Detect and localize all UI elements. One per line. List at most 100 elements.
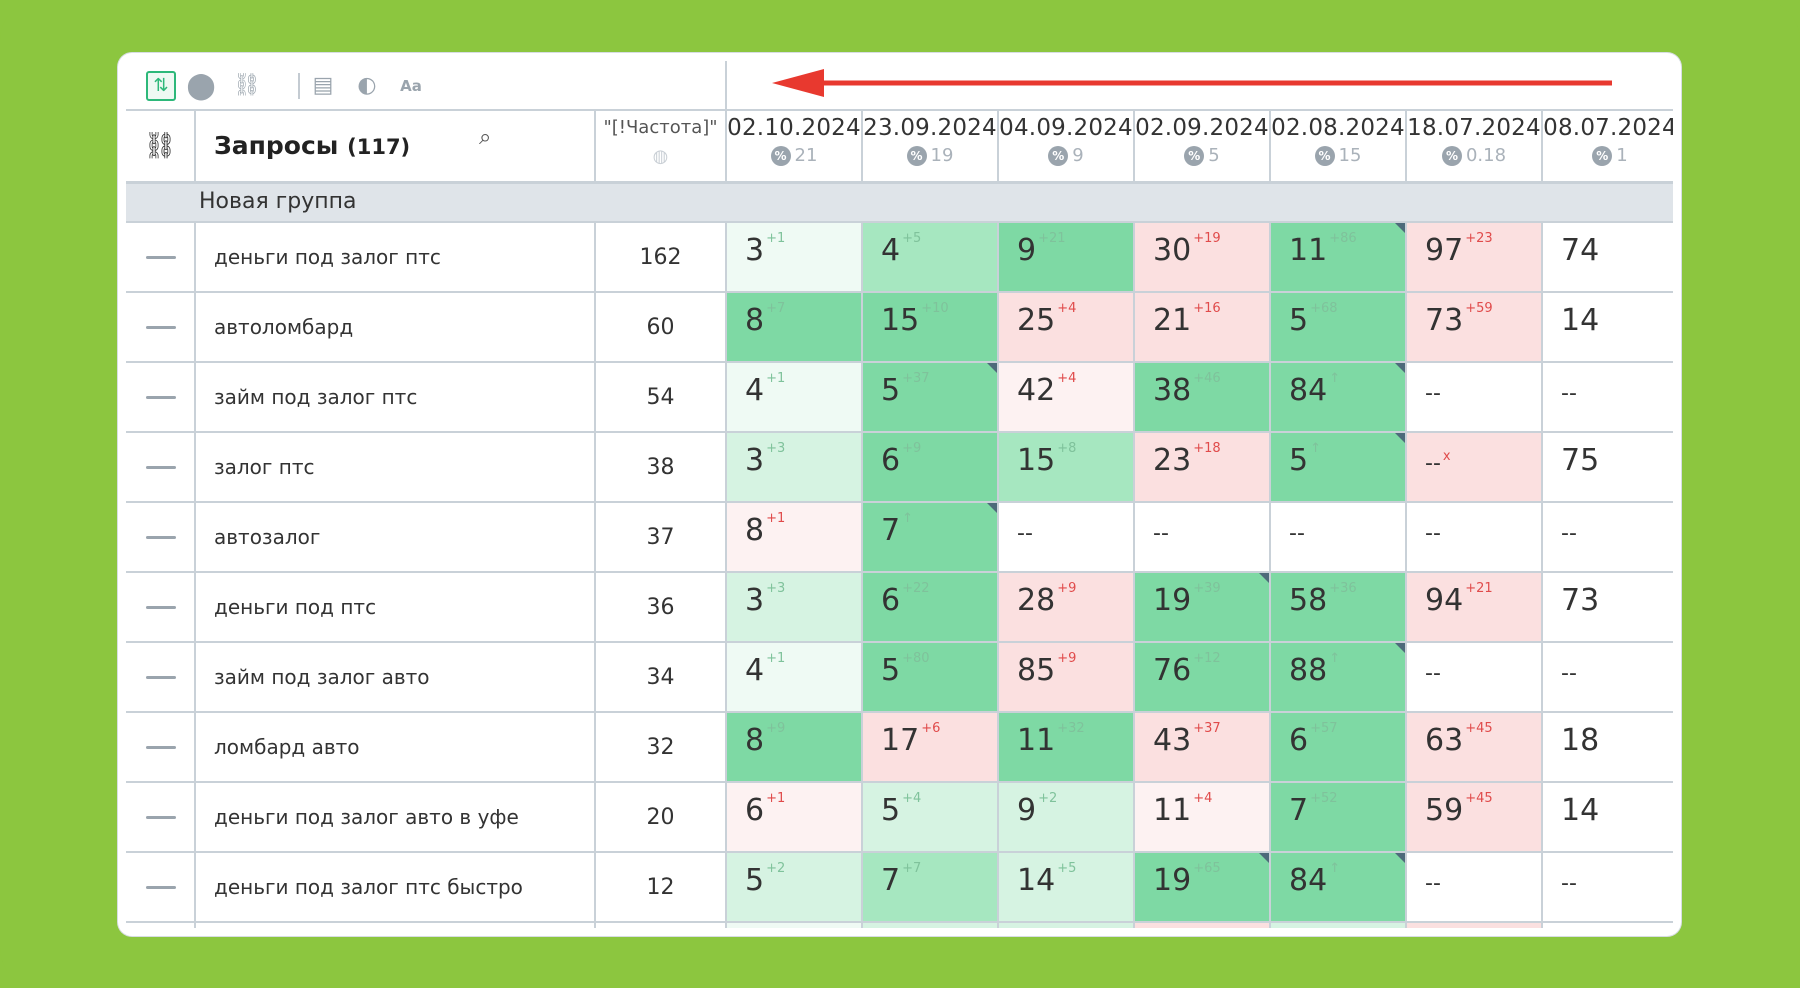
position-cell[interactable]: 74: [1543, 223, 1673, 291]
row-handle[interactable]: [126, 503, 196, 571]
search-icon[interactable]: ⌕: [479, 125, 492, 150]
position-cell[interactable]: 94 +21: [1407, 573, 1543, 641]
position-cell[interactable]: 14: [1543, 783, 1673, 851]
position-cell[interactable]: 9 +21: [999, 223, 1135, 291]
position-cell[interactable]: 8 +9: [727, 713, 863, 781]
query-cell[interactable]: деньги под залог птс: [196, 223, 596, 291]
position-cell[interactable]: --: [1543, 503, 1673, 571]
row-handle[interactable]: [126, 223, 196, 291]
position-cell[interactable]: 5 ↑: [1271, 433, 1407, 501]
position-cell[interactable]: --: [1543, 363, 1673, 431]
table-row[interactable]: деньги под залог птс 162 3 +1 4 +5 9 +21 30 +19 11…: [126, 223, 1673, 293]
position-cell[interactable]: --: [1407, 853, 1543, 921]
position-cell[interactable]: 85 +9: [999, 643, 1135, 711]
position-cell[interactable]: 58 +36: [1271, 573, 1407, 641]
date-column-header[interactable]: 18.07.2024% 0.18: [1407, 111, 1543, 181]
position-cell[interactable]: -- x: [1407, 433, 1543, 501]
table-row[interactable]: деньги под залог птс быстро 12 5 +2 7 +7 14 +5 1…: [126, 853, 1673, 923]
query-cell[interactable]: займ под залог авто: [196, 643, 596, 711]
table-row[interactable]: деньги под залог авто в уфе 20 6 +1 5 +4 9 +2 11…: [126, 783, 1673, 853]
position-cell[interactable]: 43 +37: [1135, 713, 1271, 781]
position-cell[interactable]: 59 +45: [1407, 783, 1543, 851]
table-row[interactable]: займ под залог авто 34 4 +1 5 +80 85 +9 76 +12 88 ↑…: [126, 643, 1673, 713]
table-row[interactable]: займ под залог птс 54 4 +1 5 +37 42 +4 38 +46 84 ↑ -…: [126, 363, 1673, 433]
query-cell[interactable]: залог птс: [196, 433, 596, 501]
query-cell[interactable]: автозалог: [196, 503, 596, 571]
row-handle[interactable]: [126, 293, 196, 361]
sort-icon[interactable]: ⇅: [146, 71, 176, 101]
position-cell[interactable]: 17 +6: [863, 713, 999, 781]
position-cell[interactable]: 88 ↑: [1271, 643, 1407, 711]
date-column-header[interactable]: 04.09.2024% 9: [999, 111, 1135, 181]
query-cell[interactable]: займ под залог птс: [196, 363, 596, 431]
position-cell[interactable]: 7 +7: [863, 853, 999, 921]
position-cell[interactable]: 14 +5: [999, 853, 1135, 921]
table-row[interactable]: ломбард авто 32 8 +9 17 +6 11 +32 43 +37 6 +57 63 +45…: [126, 713, 1673, 783]
position-cell[interactable]: 5 +80: [863, 643, 999, 711]
position-cell[interactable]: 15 +10: [863, 293, 999, 361]
position-cell[interactable]: 19 +39: [1135, 573, 1271, 641]
position-cell[interactable]: 8 +7: [727, 293, 863, 361]
position-cell[interactable]: 3 +3: [727, 433, 863, 501]
table-row[interactable]: деньги под птс 36 3 +3 6 +22 28 +9 19 +39 58 +36 94 +…: [126, 573, 1673, 643]
position-cell[interactable]: 21 +16: [1135, 293, 1271, 361]
row-handle[interactable]: [126, 363, 196, 431]
date-column-header[interactable]: 23.09.2024% 19: [863, 111, 999, 181]
position-cell[interactable]: --: [1407, 503, 1543, 571]
date-column-header[interactable]: 02.08.2024% 15: [1271, 111, 1407, 181]
row-handle[interactable]: [126, 783, 196, 851]
position-cell[interactable]: 5 +37: [863, 363, 999, 431]
position-cell[interactable]: 3 +1: [727, 223, 863, 291]
date-column-header[interactable]: 02.09.2024% 5: [1135, 111, 1271, 181]
position-cell[interactable]: 25 +4: [999, 293, 1135, 361]
header-frequency[interactable]: "[!Частота]" ◍: [596, 111, 727, 181]
position-cell[interactable]: 6 +1: [727, 783, 863, 851]
position-cell[interactable]: 7 +52: [1271, 783, 1407, 851]
position-cell[interactable]: 4 +1: [727, 363, 863, 431]
position-cell[interactable]: --: [999, 503, 1135, 571]
position-cell[interactable]: 23 +18: [1135, 433, 1271, 501]
position-cell[interactable]: 73 +59: [1407, 293, 1543, 361]
position-cell[interactable]: 84 ↑: [1271, 363, 1407, 431]
query-cell[interactable]: автоломбард: [196, 293, 596, 361]
table-row[interactable]: залог птс 38 3 +3 6 +9 15 +8 23 +18 5 ↑ -- x 75: [126, 433, 1673, 503]
position-cell[interactable]: 6 +57: [1271, 713, 1407, 781]
position-cell[interactable]: --: [1543, 643, 1673, 711]
position-cell[interactable]: 28 +9: [999, 573, 1135, 641]
link-icon[interactable]: ⛓: [233, 73, 261, 98]
position-cell[interactable]: 97 +23: [1407, 223, 1543, 291]
position-cell[interactable]: 42 +4: [999, 363, 1135, 431]
contrast-icon[interactable]: ◐: [357, 73, 377, 98]
position-cell[interactable]: 30 +19: [1135, 223, 1271, 291]
position-cell[interactable]: 3 +3: [727, 573, 863, 641]
query-cell[interactable]: деньги под птс: [196, 573, 596, 641]
position-cell[interactable]: 5 +4: [863, 783, 999, 851]
position-cell[interactable]: 84 ↑: [1271, 853, 1407, 921]
position-cell[interactable]: --: [1543, 853, 1673, 921]
position-cell[interactable]: 11 +32: [999, 713, 1135, 781]
position-cell[interactable]: 5 +2: [727, 853, 863, 921]
position-cell[interactable]: 5 +68: [1271, 293, 1407, 361]
position-cell[interactable]: 6 +22: [863, 573, 999, 641]
position-cell[interactable]: 6 +9: [863, 433, 999, 501]
table-row[interactable]: автозалог 37 8 +1 7 ↑ -- -- -- -- --: [126, 503, 1673, 573]
position-cell[interactable]: 38 +46: [1135, 363, 1271, 431]
calendar-icon[interactable]: ▤: [312, 73, 334, 98]
date-column-header[interactable]: 02.10.2024% 21: [727, 111, 863, 181]
position-cell[interactable]: 8 +1: [727, 503, 863, 571]
position-cell[interactable]: 76 +12: [1135, 643, 1271, 711]
query-cell[interactable]: ломбард авто: [196, 713, 596, 781]
position-cell[interactable]: 7 ↑: [863, 503, 999, 571]
row-handle[interactable]: [126, 713, 196, 781]
query-cell[interactable]: деньги под залог птс быстро: [196, 853, 596, 921]
header-queries[interactable]: Запросы (117) ⌕: [196, 111, 596, 181]
position-cell[interactable]: 9 +2: [999, 783, 1135, 851]
position-cell[interactable]: 11 +86: [1271, 223, 1407, 291]
position-cell[interactable]: --: [1407, 363, 1543, 431]
position-cell[interactable]: --: [1271, 503, 1407, 571]
position-cell[interactable]: 11 +4: [1135, 783, 1271, 851]
position-cell[interactable]: 14: [1543, 293, 1673, 361]
position-cell[interactable]: 75: [1543, 433, 1673, 501]
position-cell[interactable]: --: [1135, 503, 1271, 571]
group-row[interactable]: Новая группа: [126, 184, 1673, 223]
